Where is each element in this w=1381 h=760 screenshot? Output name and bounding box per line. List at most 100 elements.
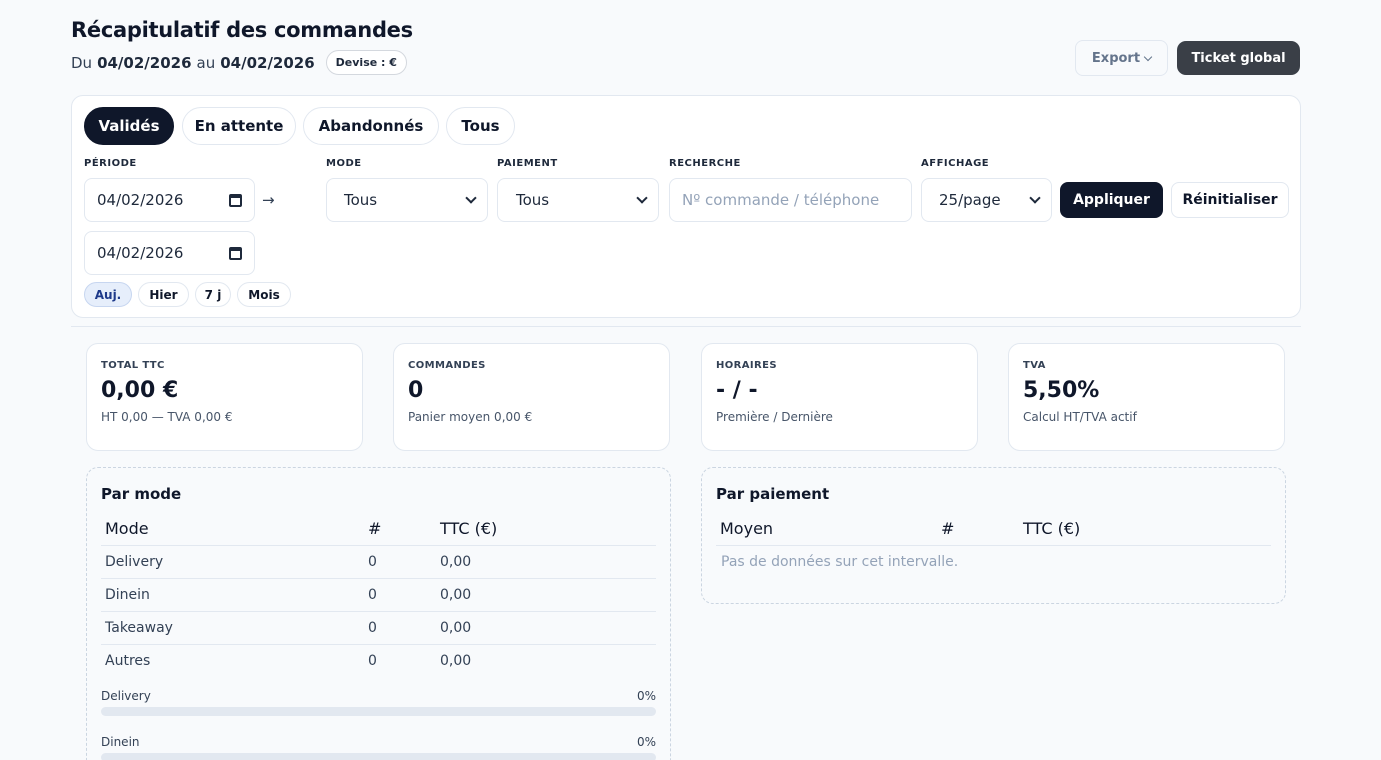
ticket-global-button[interactable]: Ticket global <box>1177 41 1300 75</box>
page-title: Récapitulatif des commandes <box>71 18 413 42</box>
table-row: Dinein 0 0,00 <box>101 578 656 612</box>
chevron-down-icon <box>465 192 477 204</box>
start-date-value: 04/02/2026 <box>97 191 184 209</box>
column-header: # <box>364 513 436 546</box>
progress-label: Dinein <box>101 735 140 749</box>
stat-value: 0,00 € <box>101 378 179 403</box>
progress-percent: 0% <box>636 735 656 749</box>
stat-card-commandes: COMMANDES 0 Panier moyen 0,00 € <box>393 343 670 451</box>
stat-sub: Panier moyen 0,00 € <box>408 410 533 424</box>
export-label: Export <box>1091 50 1141 66</box>
column-header: TTC (€) <box>436 513 656 546</box>
column-header: TTC (€) <box>1019 513 1271 546</box>
range-arrow: → <box>262 191 275 209</box>
cell: 0 <box>364 578 436 612</box>
progress-row-delivery: Delivery 0% <box>101 689 656 716</box>
stat-card-total-ttc: TOTAL TTC 0,00 € HT 0,00 — TVA 0,00 € <box>86 343 363 451</box>
chevron-down-icon <box>636 192 648 204</box>
search-placeholder: Nº commande / téléphone <box>682 191 880 209</box>
par-paiement-table: Moyen # TTC (€) <box>716 513 1271 546</box>
stat-value: - / - <box>716 378 758 403</box>
paiement-select[interactable]: Tous <box>497 178 659 222</box>
end-date-input[interactable]: 04/02/2026 <box>84 231 255 275</box>
column-header: # <box>937 513 1019 546</box>
stat-sub: Calcul HT/TVA actif <box>1023 410 1137 424</box>
cell: 0,00 <box>436 611 656 645</box>
mode-select-value: Tous <box>344 191 378 209</box>
calendar-icon[interactable] <box>229 193 242 207</box>
per-page-value: 25/page <box>939 191 1001 209</box>
calendar-icon[interactable] <box>229 246 242 260</box>
stat-label: HORAIRES <box>716 360 777 371</box>
chevron-down-icon <box>1143 52 1153 61</box>
table-row: Autres 0 0,00 <box>101 645 656 678</box>
quick-hier[interactable]: Hier <box>138 282 189 307</box>
stat-label: COMMANDES <box>408 360 486 371</box>
export-button[interactable]: Export <box>1075 40 1168 76</box>
cell: 0,00 <box>440 653 472 669</box>
table-row: Delivery 0 0,00 <box>101 545 656 579</box>
paiement-label: PAIEMENT <box>497 158 558 169</box>
start-date-input[interactable]: 04/02/2026 <box>84 178 255 222</box>
tab-en-attente[interactable]: En attente <box>182 107 296 145</box>
cell: 0 <box>364 611 436 645</box>
affichage-label: AFFICHAGE <box>921 158 990 169</box>
stat-sub: Première / Dernière <box>716 410 833 424</box>
date-to: 04/02/2026 <box>220 53 315 72</box>
quick-7j[interactable]: 7 j <box>195 282 231 307</box>
du-text: Du <box>71 53 93 72</box>
cell: 0,00 <box>436 578 656 612</box>
mode-label: MODE <box>326 158 362 169</box>
cell: Autres <box>105 653 151 669</box>
par-paiement-panel: Par paiement Moyen # TTC (€) Pas de donn… <box>701 467 1286 604</box>
cell: Delivery <box>101 545 364 579</box>
quick-today[interactable]: Auj. <box>84 282 132 307</box>
column-header: Mode <box>101 513 364 546</box>
empty-state-text: Pas de données sur cet intervalle. <box>721 554 959 570</box>
chevron-down-icon <box>1029 192 1041 204</box>
recherche-label: RECHERCHE <box>669 158 741 169</box>
paiement-select-value: Tous <box>516 191 550 209</box>
par-mode-panel: Par mode Mode # TTC (€) Delivery 0 0,00 … <box>86 467 671 760</box>
cell: 0 <box>364 545 436 579</box>
progress-row-dinein: Dinein 0% <box>101 735 656 760</box>
date-from: 04/02/2026 <box>97 53 192 72</box>
table-row: Takeaway 0 0,00 <box>101 611 656 645</box>
stat-card-tva: TVA 5,50% Calcul HT/TVA actif <box>1008 343 1285 451</box>
date-range-subtitle: Du 04/02/2026 au 04/02/2026 Devise : € <box>71 50 407 75</box>
stat-value: 0 <box>408 378 424 403</box>
par-mode-title: Par mode <box>101 485 182 503</box>
tab-abandonnes[interactable]: Abandonnés <box>303 107 439 145</box>
periode-label: PÉRIODE <box>84 158 137 169</box>
table-header-row: Moyen # TTC (€) <box>716 513 1271 546</box>
column-header: Moyen <box>716 513 937 546</box>
reset-button[interactable]: Réinitialiser <box>1171 182 1289 218</box>
stat-card-horaires: HORAIRES - / - Première / Dernière <box>701 343 978 451</box>
end-date-value: 04/02/2026 <box>97 244 184 262</box>
mode-select[interactable]: Tous <box>326 178 488 222</box>
tab-tous[interactable]: Tous <box>446 107 515 145</box>
per-page-select[interactable]: 25/page <box>921 178 1052 222</box>
cell: 0 <box>368 653 377 669</box>
par-mode-table: Mode # TTC (€) Delivery 0 0,00 Dinein 0 … <box>101 513 656 677</box>
progress-percent: 0% <box>636 689 656 703</box>
par-paiement-title: Par paiement <box>716 485 830 503</box>
apply-button[interactable]: Appliquer <box>1060 182 1163 218</box>
cell: Dinein <box>101 578 364 612</box>
tab-valides[interactable]: Validés <box>84 107 174 145</box>
currency-badge: Devise : € <box>325 50 407 75</box>
quick-mois[interactable]: Mois <box>237 282 291 307</box>
divider <box>71 326 1301 327</box>
cell: Takeaway <box>101 611 364 645</box>
filter-panel: Validés En attente Abandonnés Tous PÉRIO… <box>71 95 1301 318</box>
progress-track <box>101 753 656 760</box>
stat-sub: HT 0,00 — TVA 0,00 € <box>101 410 233 424</box>
search-input[interactable]: Nº commande / téléphone <box>669 178 912 222</box>
progress-label: Delivery <box>101 689 151 703</box>
table-header-row: Mode # TTC (€) <box>101 513 656 546</box>
cell: 0,00 <box>436 545 656 579</box>
stat-label: TVA <box>1023 360 1046 371</box>
au-text: au <box>196 53 216 72</box>
stat-label: TOTAL TTC <box>101 360 165 371</box>
